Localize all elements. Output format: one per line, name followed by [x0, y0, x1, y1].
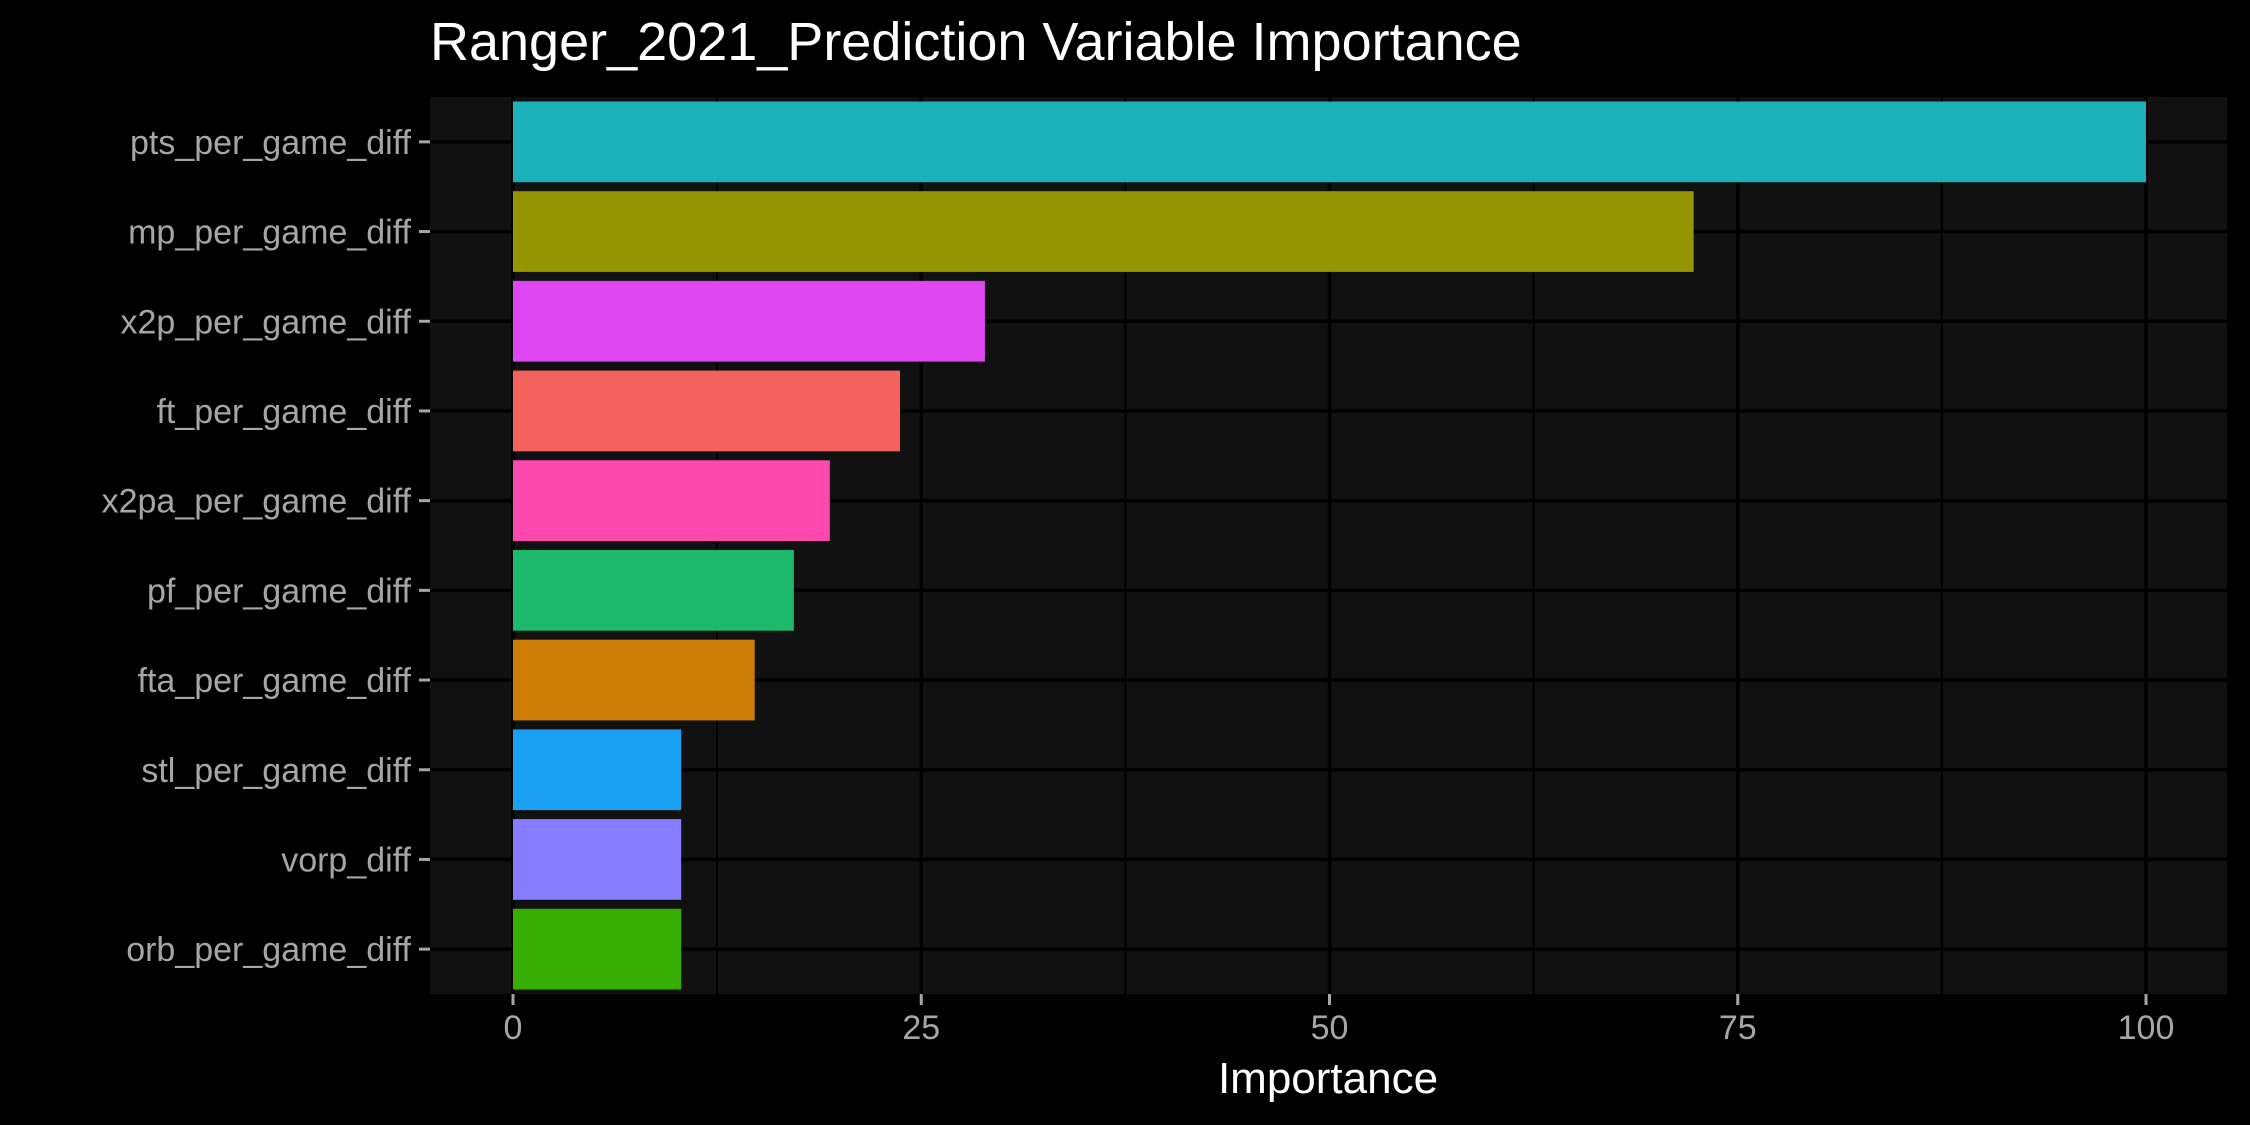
y-tick-label: x2pa_per_game_diff	[102, 483, 412, 521]
bar-x2pa_per_game_diff	[513, 460, 830, 542]
x-tick-label: 75	[1719, 1009, 1757, 1047]
bar-mp_per_game_diff	[513, 191, 1694, 272]
y-tick-label: stl_per_game_diff	[141, 752, 411, 790]
y-tick-label: x2p_per_game_diff	[121, 303, 412, 341]
y-tick-label: pf_per_game_diff	[147, 572, 412, 610]
bars	[513, 101, 2146, 990]
bar-orb_per_game_diff	[513, 908, 682, 990]
chart-title: Ranger_2021_Prediction Variable Importan…	[430, 12, 1522, 72]
y-tick-label: mp_per_game_diff	[128, 214, 411, 252]
x-tick-label: 100	[2118, 1009, 2175, 1047]
x-axis-label: Importance	[1218, 1054, 1438, 1103]
x-tick-label: 25	[902, 1009, 940, 1047]
y-tick-label: pts_per_game_diff	[130, 124, 412, 162]
bar-ft_per_game_diff	[513, 370, 901, 452]
x-tick-label: 50	[1311, 1009, 1349, 1047]
bar-pf_per_game_diff	[513, 549, 794, 631]
x-tick-label: 0	[504, 1009, 523, 1047]
x-axis: 0 25 50 75 100	[504, 994, 2175, 1047]
y-tick-label: ft_per_game_diff	[156, 393, 411, 431]
bar-pts_per_game_diff	[513, 101, 2146, 183]
y-tick-label: vorp_diff	[281, 841, 411, 879]
bar-vorp_diff	[513, 819, 682, 900]
bar-fta_per_game_diff	[513, 639, 755, 721]
y-axis: pts_per_game_diff mp_per_game_diff x2p_per…	[102, 124, 430, 969]
y-tick-label: orb_per_game_diff	[126, 931, 411, 969]
bar-x2p_per_game_diff	[513, 280, 985, 362]
bar-stl_per_game_diff	[513, 729, 682, 811]
y-tick-label: fta_per_game_diff	[138, 662, 412, 700]
